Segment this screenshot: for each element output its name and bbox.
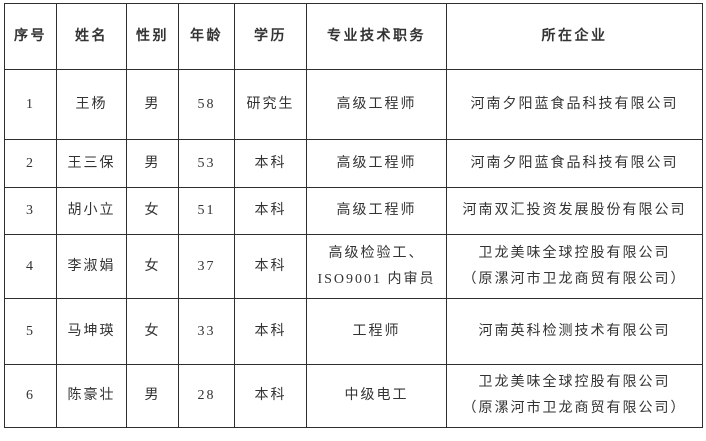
table-row: 2 王三保男 53 本科 高级工程师 河南夕阳蓝食品科技有限公司: [4, 139, 703, 188]
cell-gender: 男: [126, 69, 179, 140]
cell-name: 李淑娟: [56, 234, 127, 299]
cell-title: 高级工程师: [306, 187, 447, 235]
personnel-table: 序号 姓名 性别 年龄 学历 专业技术职务 所在企业 1 王杨男 58 研究生 高级工程…: [4, 3, 703, 428]
cell-gender: 女: [126, 234, 179, 299]
cell-title: 高级检验工、 ISO9001 内审员: [306, 234, 447, 299]
table-body: 1 王杨男 58 研究生 高级工程师 河南夕阳蓝食品科技有限公司 2 王三保男 53 本科 高级工程…: [4, 69, 703, 428]
cell-company: 河南英科检测技术有限公司: [446, 298, 703, 365]
cell-name: 陈豪壮: [56, 364, 127, 428]
column-header-title: 专业技术职务: [306, 3, 447, 70]
cell-age: 28: [178, 364, 235, 428]
cell-age: 58: [178, 69, 235, 140]
column-header-index: 序号: [4, 3, 57, 70]
cell-age: 33: [178, 298, 235, 365]
cell-index: 5: [4, 298, 57, 365]
cell-company: 卫龙美味全球控股有限公司 （原漯河市卫龙商贸有限公司）: [446, 364, 703, 428]
cell-education: 本科: [234, 139, 307, 188]
cell-company: 河南双汇投资发展股份有限公司: [446, 187, 703, 235]
cell-name: 王三保: [56, 139, 127, 188]
cell-education: 本科: [234, 234, 307, 299]
table-row: 3 胡小立女 51 本科 高级工程师 河南双汇投资发展股份有限公司: [4, 187, 703, 235]
cell-index: 4: [4, 234, 57, 299]
cell-name: 胡小立: [56, 187, 127, 235]
column-header-company: 所在企业: [446, 3, 703, 70]
table-row: 5 马坤瑛女 33 本科 工程师 河南英科检测技术有限公司: [4, 298, 703, 365]
cell-index: 2: [4, 139, 57, 188]
cell-age: 37: [178, 234, 235, 299]
cell-index: 1: [4, 69, 57, 140]
cell-education: 本科: [234, 187, 307, 235]
cell-gender: 男: [126, 364, 179, 428]
cell-education: 研究生: [234, 69, 307, 140]
cell-company: 河南夕阳蓝食品科技有限公司: [446, 139, 703, 188]
column-header-name: 姓名: [56, 3, 127, 70]
column-header-gender: 性别: [126, 3, 179, 70]
cell-index: 6: [4, 364, 57, 428]
cell-title: 高级工程师: [306, 69, 447, 140]
table-row: 4 李淑娟女 37 本科 高级检验工、 ISO9001 内审员 卫龙美味全球控股有限公司 …: [4, 234, 703, 299]
header-row: 序号 姓名 性别 年龄 学历 专业技术职务 所在企业: [4, 3, 703, 70]
cell-gender: 女: [126, 298, 179, 365]
cell-company: 卫龙美味全球控股有限公司 （原漯河市卫龙商贸有限公司）: [446, 234, 703, 299]
cell-age: 51: [178, 187, 235, 235]
cell-index: 3: [4, 187, 57, 235]
table-row: 6 陈豪壮男 28 本科 中级电工 卫龙美味全球控股有限公司 （原漯河市卫龙商贸有限公司）: [4, 364, 703, 428]
cell-education: 本科: [234, 364, 307, 428]
cell-title: 高级工程师: [306, 139, 447, 188]
cell-education: 本科: [234, 298, 307, 365]
cell-company: 河南夕阳蓝食品科技有限公司: [446, 69, 703, 140]
column-header-age: 年龄: [178, 3, 235, 70]
cell-name: 王杨: [56, 69, 127, 140]
column-header-education: 学历: [234, 3, 307, 70]
cell-title: 中级电工: [306, 364, 447, 428]
cell-title: 工程师: [306, 298, 447, 365]
cell-gender: 男: [126, 139, 179, 188]
cell-gender: 女: [126, 187, 179, 235]
table-row: 1 王杨男 58 研究生 高级工程师 河南夕阳蓝食品科技有限公司: [4, 69, 703, 140]
cell-age: 53: [178, 139, 235, 188]
cell-name: 马坤瑛: [56, 298, 127, 365]
